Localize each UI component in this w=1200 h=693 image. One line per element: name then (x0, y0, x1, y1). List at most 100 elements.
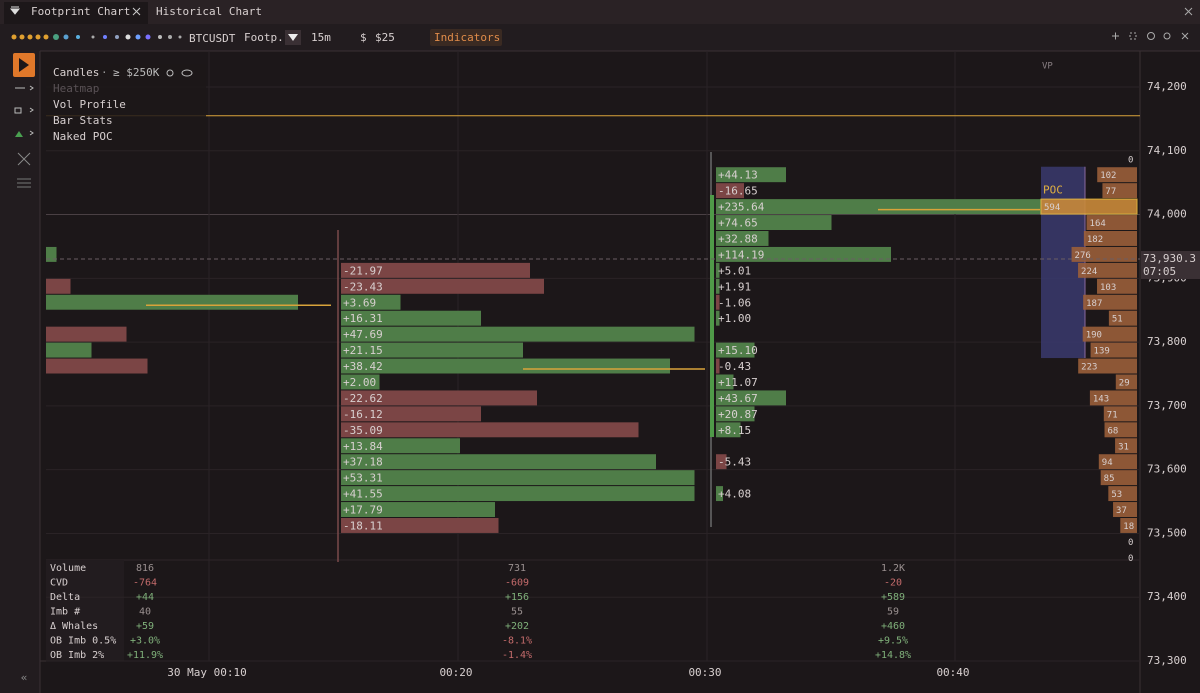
profile-bar (1098, 454, 1137, 470)
profile-label: 53 (1111, 490, 1122, 500)
indicators-button[interactable] (430, 29, 502, 46)
profile-label: 51 (1112, 315, 1123, 325)
stat-label: Imb # (50, 607, 80, 618)
layers-panel (46, 64, 206, 150)
layer-vol-profile[interactable]: Vol Profile (53, 98, 126, 111)
tab-close[interactable] (132, 7, 141, 16)
volume-bar (716, 454, 727, 470)
stat-value: -1.4% (502, 650, 532, 661)
delta-label: +5.01 (718, 264, 751, 277)
volume-bar (341, 406, 481, 422)
window-close[interactable] (1184, 7, 1193, 16)
stat-label: CVD (50, 578, 68, 589)
tab-menu-icon[interactable] (9, 6, 21, 15)
symbol[interactable]: BTCUSDT (189, 32, 236, 45)
volume-bar (341, 342, 523, 358)
delta-label: -16.65 (718, 185, 758, 198)
volume-bar (341, 422, 639, 438)
currency: $ (360, 31, 367, 44)
indicators-label[interactable]: Indicators (434, 31, 500, 44)
overlay: Candles · ≥ $250K Heatmap Vol Profile Ba… (46, 64, 206, 150)
delta-label: +47.69 (343, 328, 383, 341)
stat-value: +589 (881, 592, 905, 603)
dropdown-arrow[interactable] (288, 34, 298, 41)
volume-bar (716, 183, 744, 199)
visibility-icon[interactable] (181, 69, 193, 77)
timeframe[interactable]: 15m (311, 31, 331, 44)
tick-size[interactable]: $25 (375, 31, 395, 44)
settings-icon[interactable] (166, 69, 174, 77)
profile-bar (1102, 183, 1137, 199)
profile-bar (1089, 390, 1137, 406)
delta-label: +11.07 (718, 376, 758, 389)
time-tick-label: 00:20 (439, 666, 472, 679)
profile-bar (1113, 502, 1137, 517)
volume-bar (341, 438, 460, 454)
drawing-tools[interactable] (14, 85, 34, 188)
delta-label: +2.00 (343, 376, 376, 389)
volume-bar (716, 486, 723, 502)
volume-bar (716, 278, 720, 294)
volume-bar (341, 390, 537, 406)
profile-bar (1090, 342, 1137, 358)
profile-label: 102 (1100, 171, 1116, 181)
profile-label: 139 (1094, 347, 1110, 357)
layer-bar-stats[interactable]: Bar Stats (53, 114, 113, 127)
price-tick-label: 74,000 (1147, 208, 1187, 221)
delta-label: +114.19 (718, 248, 764, 261)
profile-label: 143 (1093, 394, 1109, 404)
profile-bar (1103, 406, 1137, 422)
profile-label: 94 (1102, 458, 1113, 468)
value-area (1041, 166, 1085, 359)
stat-label: Δ Whales (50, 621, 98, 632)
tab-label[interactable]: Footprint Chart (31, 5, 130, 18)
delta-label: +41.55 (343, 488, 383, 501)
layer-heatmap[interactable]: Heatmap (53, 82, 99, 95)
profile-label: 85 (1104, 474, 1115, 484)
delta-label: +8.15 (718, 424, 751, 437)
grid (46, 51, 1140, 662)
plot: -21.97 -23.43 +3.69 +16.31 +47.69 +21.15 +38.4… (46, 62, 1140, 564)
chart-type[interactable]: Footp. (244, 31, 284, 44)
stat-value: 731 (508, 563, 526, 574)
countdown: 07:05 (1143, 265, 1176, 278)
profile-bar (1078, 358, 1137, 374)
delta-label: +1.91 (718, 280, 751, 293)
profile-label: 71 (1107, 410, 1118, 420)
volume-bar (341, 470, 695, 486)
stat-label: Delta (50, 592, 80, 603)
delta-label: +3.69 (343, 296, 376, 309)
bar-stats-label-bg (46, 560, 124, 661)
volume-bar (341, 262, 530, 278)
stat-value: -764 (133, 578, 157, 589)
delta-label: -18.11 (343, 519, 383, 532)
profile-bar (1115, 438, 1137, 454)
select-tool-icon[interactable] (19, 58, 29, 72)
current-price-label: 73,930.3 (1143, 252, 1196, 265)
profile-bar (1108, 310, 1137, 326)
toolbar-actions[interactable] (1112, 32, 1189, 40)
volume-bar (46, 358, 148, 374)
delta-label: +44.13 (718, 169, 758, 182)
profile-label: 77 (1105, 187, 1116, 197)
stat-value: 1.2K (881, 563, 905, 574)
tab-active[interactable] (4, 2, 148, 24)
delta-label: +20.87 (718, 408, 758, 421)
delta-label: +43.67 (718, 392, 758, 405)
stat-value: -609 (505, 578, 529, 589)
price-tick-label: 74,100 (1147, 144, 1187, 157)
profile-label: 31 (1118, 442, 1129, 452)
whale-filter[interactable]: ≥ $250K (113, 66, 160, 79)
price-tick-label: 73,300 (1147, 654, 1187, 667)
collapse[interactable]: « (21, 671, 28, 684)
layer-naked-poc[interactable]: Naked POC (53, 130, 113, 143)
price-tick-label: 73,600 (1147, 463, 1187, 476)
tab-bar (0, 0, 1200, 24)
volume-bar (341, 486, 695, 502)
stat-label: OB Imb 2% (50, 650, 104, 661)
tab-label[interactable]: Historical Chart (156, 5, 262, 18)
volume-bar (716, 358, 720, 374)
profile-bar (1097, 278, 1137, 294)
layer-candles[interactable]: Candles (53, 66, 99, 79)
exchange-icons[interactable] (11, 34, 182, 40)
